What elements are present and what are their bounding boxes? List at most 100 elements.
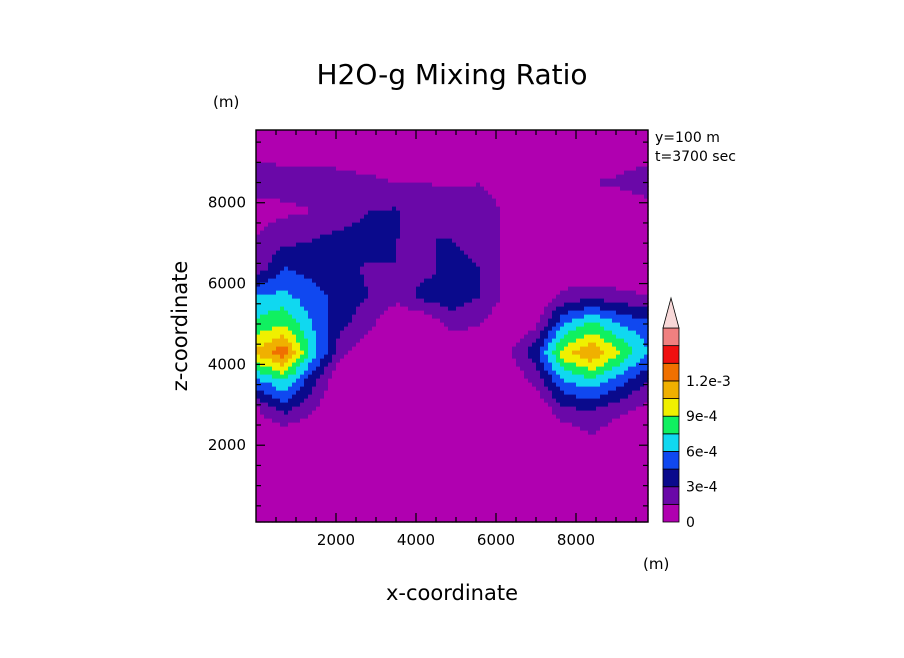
field-cell — [272, 406, 277, 411]
field-cell — [424, 198, 429, 203]
field-cell — [340, 234, 345, 239]
field-cell — [416, 374, 421, 379]
field-cell — [256, 514, 261, 519]
field-cell — [316, 178, 321, 183]
field-cell — [452, 426, 457, 431]
field-cell — [296, 146, 301, 151]
field-cell — [444, 218, 449, 223]
field-cell — [312, 342, 317, 347]
field-cell — [372, 510, 377, 515]
field-cell — [288, 270, 293, 275]
field-cell — [284, 270, 289, 275]
field-cell — [336, 422, 341, 427]
field-cell — [392, 474, 397, 479]
field-cell — [448, 230, 453, 235]
field-cell — [344, 258, 349, 263]
field-cell — [356, 258, 361, 263]
field-cell — [360, 422, 365, 427]
field-cell — [352, 134, 357, 139]
field-cell — [368, 214, 373, 219]
field-cell — [416, 422, 421, 427]
field-cell — [420, 278, 425, 283]
field-cell — [376, 378, 381, 383]
field-cell — [412, 194, 417, 199]
field-cell — [300, 514, 305, 519]
field-cell — [408, 410, 413, 415]
field-cell — [404, 278, 409, 283]
field-cell — [300, 218, 305, 223]
field-cell — [268, 350, 273, 355]
field-cell — [352, 430, 357, 435]
field-cell — [396, 346, 401, 351]
field-cell — [420, 346, 425, 351]
field-cell — [352, 506, 357, 511]
field-cell — [396, 370, 401, 375]
field-cell — [368, 482, 373, 487]
field-cell — [404, 486, 409, 491]
field-cell — [296, 514, 301, 519]
field-cell — [408, 418, 413, 423]
field-cell — [456, 194, 461, 199]
field-cell — [300, 274, 305, 279]
field-cell — [320, 430, 325, 435]
field-cell — [332, 194, 337, 199]
field-cell — [352, 426, 357, 431]
field-cell — [420, 186, 425, 191]
field-cell — [356, 338, 361, 343]
field-cell — [372, 218, 377, 223]
field-cell — [364, 302, 369, 307]
field-cell — [436, 210, 441, 215]
field-cell — [424, 354, 429, 359]
field-cell — [408, 158, 413, 163]
field-cell — [260, 438, 265, 443]
field-cell — [376, 334, 381, 339]
field-cell — [356, 486, 361, 491]
field-cell — [260, 238, 265, 243]
field-cell — [320, 410, 325, 415]
field-cell — [336, 210, 341, 215]
field-cell — [392, 182, 397, 187]
field-cell — [416, 518, 421, 523]
field-cell — [292, 326, 297, 331]
field-cell — [268, 154, 273, 159]
field-cell — [296, 198, 301, 203]
field-cell — [332, 486, 337, 491]
field-cell — [276, 326, 281, 331]
field-cell — [280, 410, 285, 415]
field-cell — [308, 458, 313, 463]
field-cell — [416, 410, 421, 415]
field-cell — [268, 510, 273, 515]
field-cell — [332, 382, 337, 387]
field-cell — [256, 226, 261, 231]
field-cell — [396, 242, 401, 247]
field-cell — [412, 346, 417, 351]
field-cell — [448, 322, 453, 327]
field-cell — [424, 302, 429, 307]
field-cell — [412, 366, 417, 371]
field-cell — [308, 214, 313, 219]
field-cell — [452, 310, 457, 315]
field-cell — [412, 374, 417, 379]
field-cell — [380, 262, 385, 267]
field-cell — [292, 282, 297, 287]
field-cell — [408, 482, 413, 487]
field-cell — [372, 298, 377, 303]
field-cell — [256, 278, 261, 283]
field-cell — [348, 502, 353, 507]
field-cell — [328, 178, 333, 183]
field-cell — [408, 474, 413, 479]
field-cell — [392, 294, 397, 299]
field-cell — [364, 430, 369, 435]
field-cell — [412, 450, 417, 455]
field-cell — [428, 174, 433, 179]
field-cell — [324, 502, 329, 507]
field-cell — [328, 362, 333, 367]
field-cell — [272, 258, 277, 263]
field-cell — [284, 410, 289, 415]
field-cell — [340, 518, 345, 523]
field-cell — [336, 250, 341, 255]
field-cell — [332, 510, 337, 515]
field-cell — [296, 154, 301, 159]
field-cell — [416, 442, 421, 447]
field-cell — [344, 190, 349, 195]
